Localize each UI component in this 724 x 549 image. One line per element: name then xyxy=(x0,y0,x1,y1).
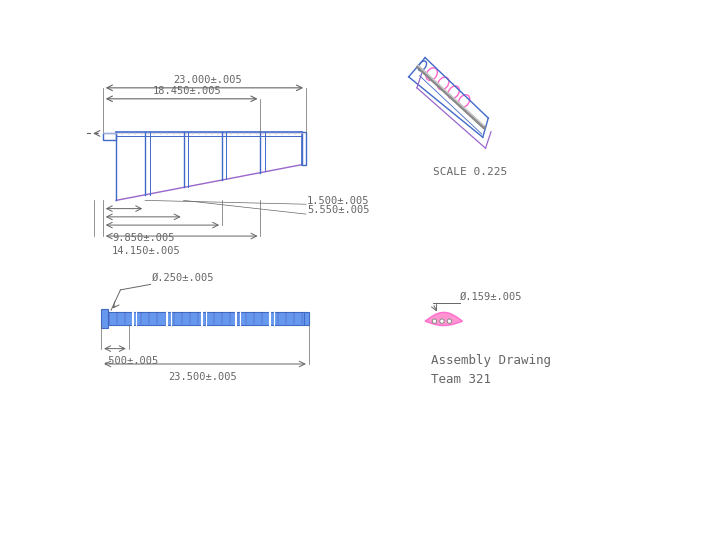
Text: Team 321: Team 321 xyxy=(431,373,491,386)
FancyBboxPatch shape xyxy=(304,312,308,325)
FancyBboxPatch shape xyxy=(108,312,304,325)
Text: 14.150±.005: 14.150±.005 xyxy=(112,246,181,256)
Circle shape xyxy=(447,319,452,323)
FancyBboxPatch shape xyxy=(101,309,108,328)
Text: Assembly Drawing: Assembly Drawing xyxy=(431,354,551,367)
Text: SCALE 0.225: SCALE 0.225 xyxy=(434,167,508,177)
Circle shape xyxy=(432,319,437,323)
Text: 23.500±.005: 23.500±.005 xyxy=(169,372,237,382)
Circle shape xyxy=(439,319,444,323)
Text: 1.500±.005: 1.500±.005 xyxy=(307,196,369,206)
Text: 18.450±.005: 18.450±.005 xyxy=(153,86,222,96)
Polygon shape xyxy=(425,312,463,326)
Text: Ø.159±.005: Ø.159±.005 xyxy=(460,292,523,302)
Text: 23.000±.005: 23.000±.005 xyxy=(173,75,242,85)
Text: .500±.005: .500±.005 xyxy=(103,356,159,366)
Text: Ø.250±.005: Ø.250±.005 xyxy=(152,273,214,283)
Text: 5.550±.005: 5.550±.005 xyxy=(307,205,369,215)
Text: 9.850±.005: 9.850±.005 xyxy=(112,233,174,243)
